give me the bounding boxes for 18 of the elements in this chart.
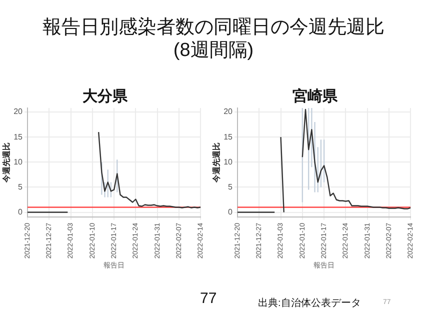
y-tick-label: 5 xyxy=(228,182,234,192)
y-tick-label: 10 xyxy=(14,157,24,166)
text: (8週間隔) xyxy=(172,39,255,63)
text: 報告日別感染者数の同曜日の今週先週比 xyxy=(42,16,386,40)
y-axis-title: 今週先週比 xyxy=(2,142,12,184)
y-tick-label: 20 xyxy=(14,107,24,116)
y-tick-label: 5 xyxy=(18,182,24,192)
y-axis-title: 今週先週比 xyxy=(212,142,222,184)
chart-title: 大分県 xyxy=(82,88,128,106)
y-tick-label: 15 xyxy=(14,132,24,142)
y-tick-label: 10 xyxy=(224,157,234,166)
chart-title: 宮崎県 xyxy=(292,87,338,106)
text: 77 xyxy=(200,290,217,307)
y-tick-label: 20 xyxy=(224,107,234,116)
y-tick-label: 0 xyxy=(228,207,234,216)
y-tick-label: 15 xyxy=(224,132,234,142)
y-tick-label: 0 xyxy=(18,207,24,216)
source-note: 出典:自治体公表データ xyxy=(258,296,361,310)
